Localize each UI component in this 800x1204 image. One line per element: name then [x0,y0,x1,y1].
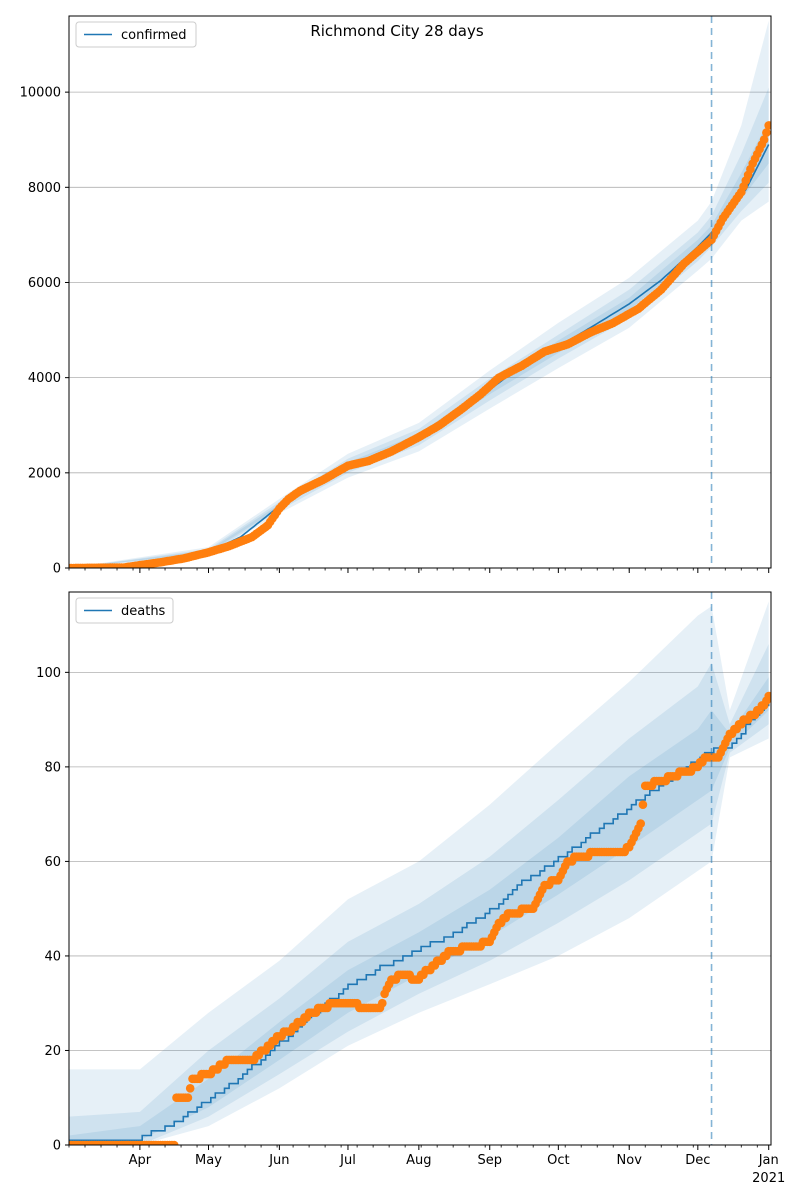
observed-series [69,121,771,568]
y-tick-label: 2000 [28,466,61,481]
y-tick-label: 40 [44,949,61,964]
observed-point [169,1140,179,1145]
chart-title: Richmond City 28 days [310,22,484,40]
y-tick-label: 4000 [28,371,61,386]
x-tick-label: Jan [758,1153,779,1168]
x-tick-label: Aug [406,1153,431,1168]
observed-point [636,819,645,828]
axes-frame [68,15,772,569]
legend-box [75,21,197,48]
observed-point [183,1093,193,1102]
x-tick-label: Dec [685,1153,710,1168]
uncertainty-band-1 [69,601,769,1145]
x-tick-label: Nov [617,1153,643,1168]
uncertainty-band-2 [69,87,769,568]
observed-point [762,128,771,137]
confirmed-panel: 0 2000 4000 6000 8000 10000 confirmed [20,15,772,577]
legend-box [75,597,174,624]
observed-point [378,998,387,1008]
observed-point [764,121,771,130]
plot-area [69,20,771,568]
observed-point [185,1084,195,1093]
legend-label: deaths [121,604,166,619]
axes-frame [68,591,772,1146]
x-axis: Apr May Jun Jul Aug Sep Oct Nov Dec Jan 2021 [129,1153,786,1186]
x-tick-label: Sep [477,1153,502,1168]
model-line [69,696,770,1142]
y-tick-label: 0 [53,562,61,577]
observed-series [69,691,771,1145]
x-year-label: 2021 [752,1171,785,1186]
y-tick-label: 0 [53,1139,61,1154]
x-tick-label: May [195,1153,222,1168]
y-tick-label: 60 [44,855,61,870]
observed-point [759,135,769,144]
x-tick-label: Jul [339,1153,356,1168]
y-tick-label: 6000 [28,276,61,291]
plot-area [69,601,771,1145]
legend: deaths [75,597,174,624]
legend: confirmed [75,21,197,48]
x-tick-label: Oct [547,1153,569,1168]
uncertainty-band-1 [69,20,769,568]
observed-point [764,691,771,701]
y-tick-label: 10000 [20,86,61,101]
y-tick-label: 8000 [28,181,61,196]
y-tick-label: 100 [36,666,61,681]
y-tick-label: 80 [44,760,61,775]
legend-label: confirmed [121,28,187,43]
x-tick-label: Apr [129,1153,152,1168]
model-line [69,144,770,568]
uncertainty-band-3 [69,120,769,568]
deaths-panel: 0 20 40 60 80 100 deaths [36,591,772,1154]
observed-point [638,800,648,809]
x-tick-label: Jun [268,1153,289,1168]
y-tick-label: 20 [44,1044,61,1059]
uncertainty-band-2 [69,644,769,1145]
